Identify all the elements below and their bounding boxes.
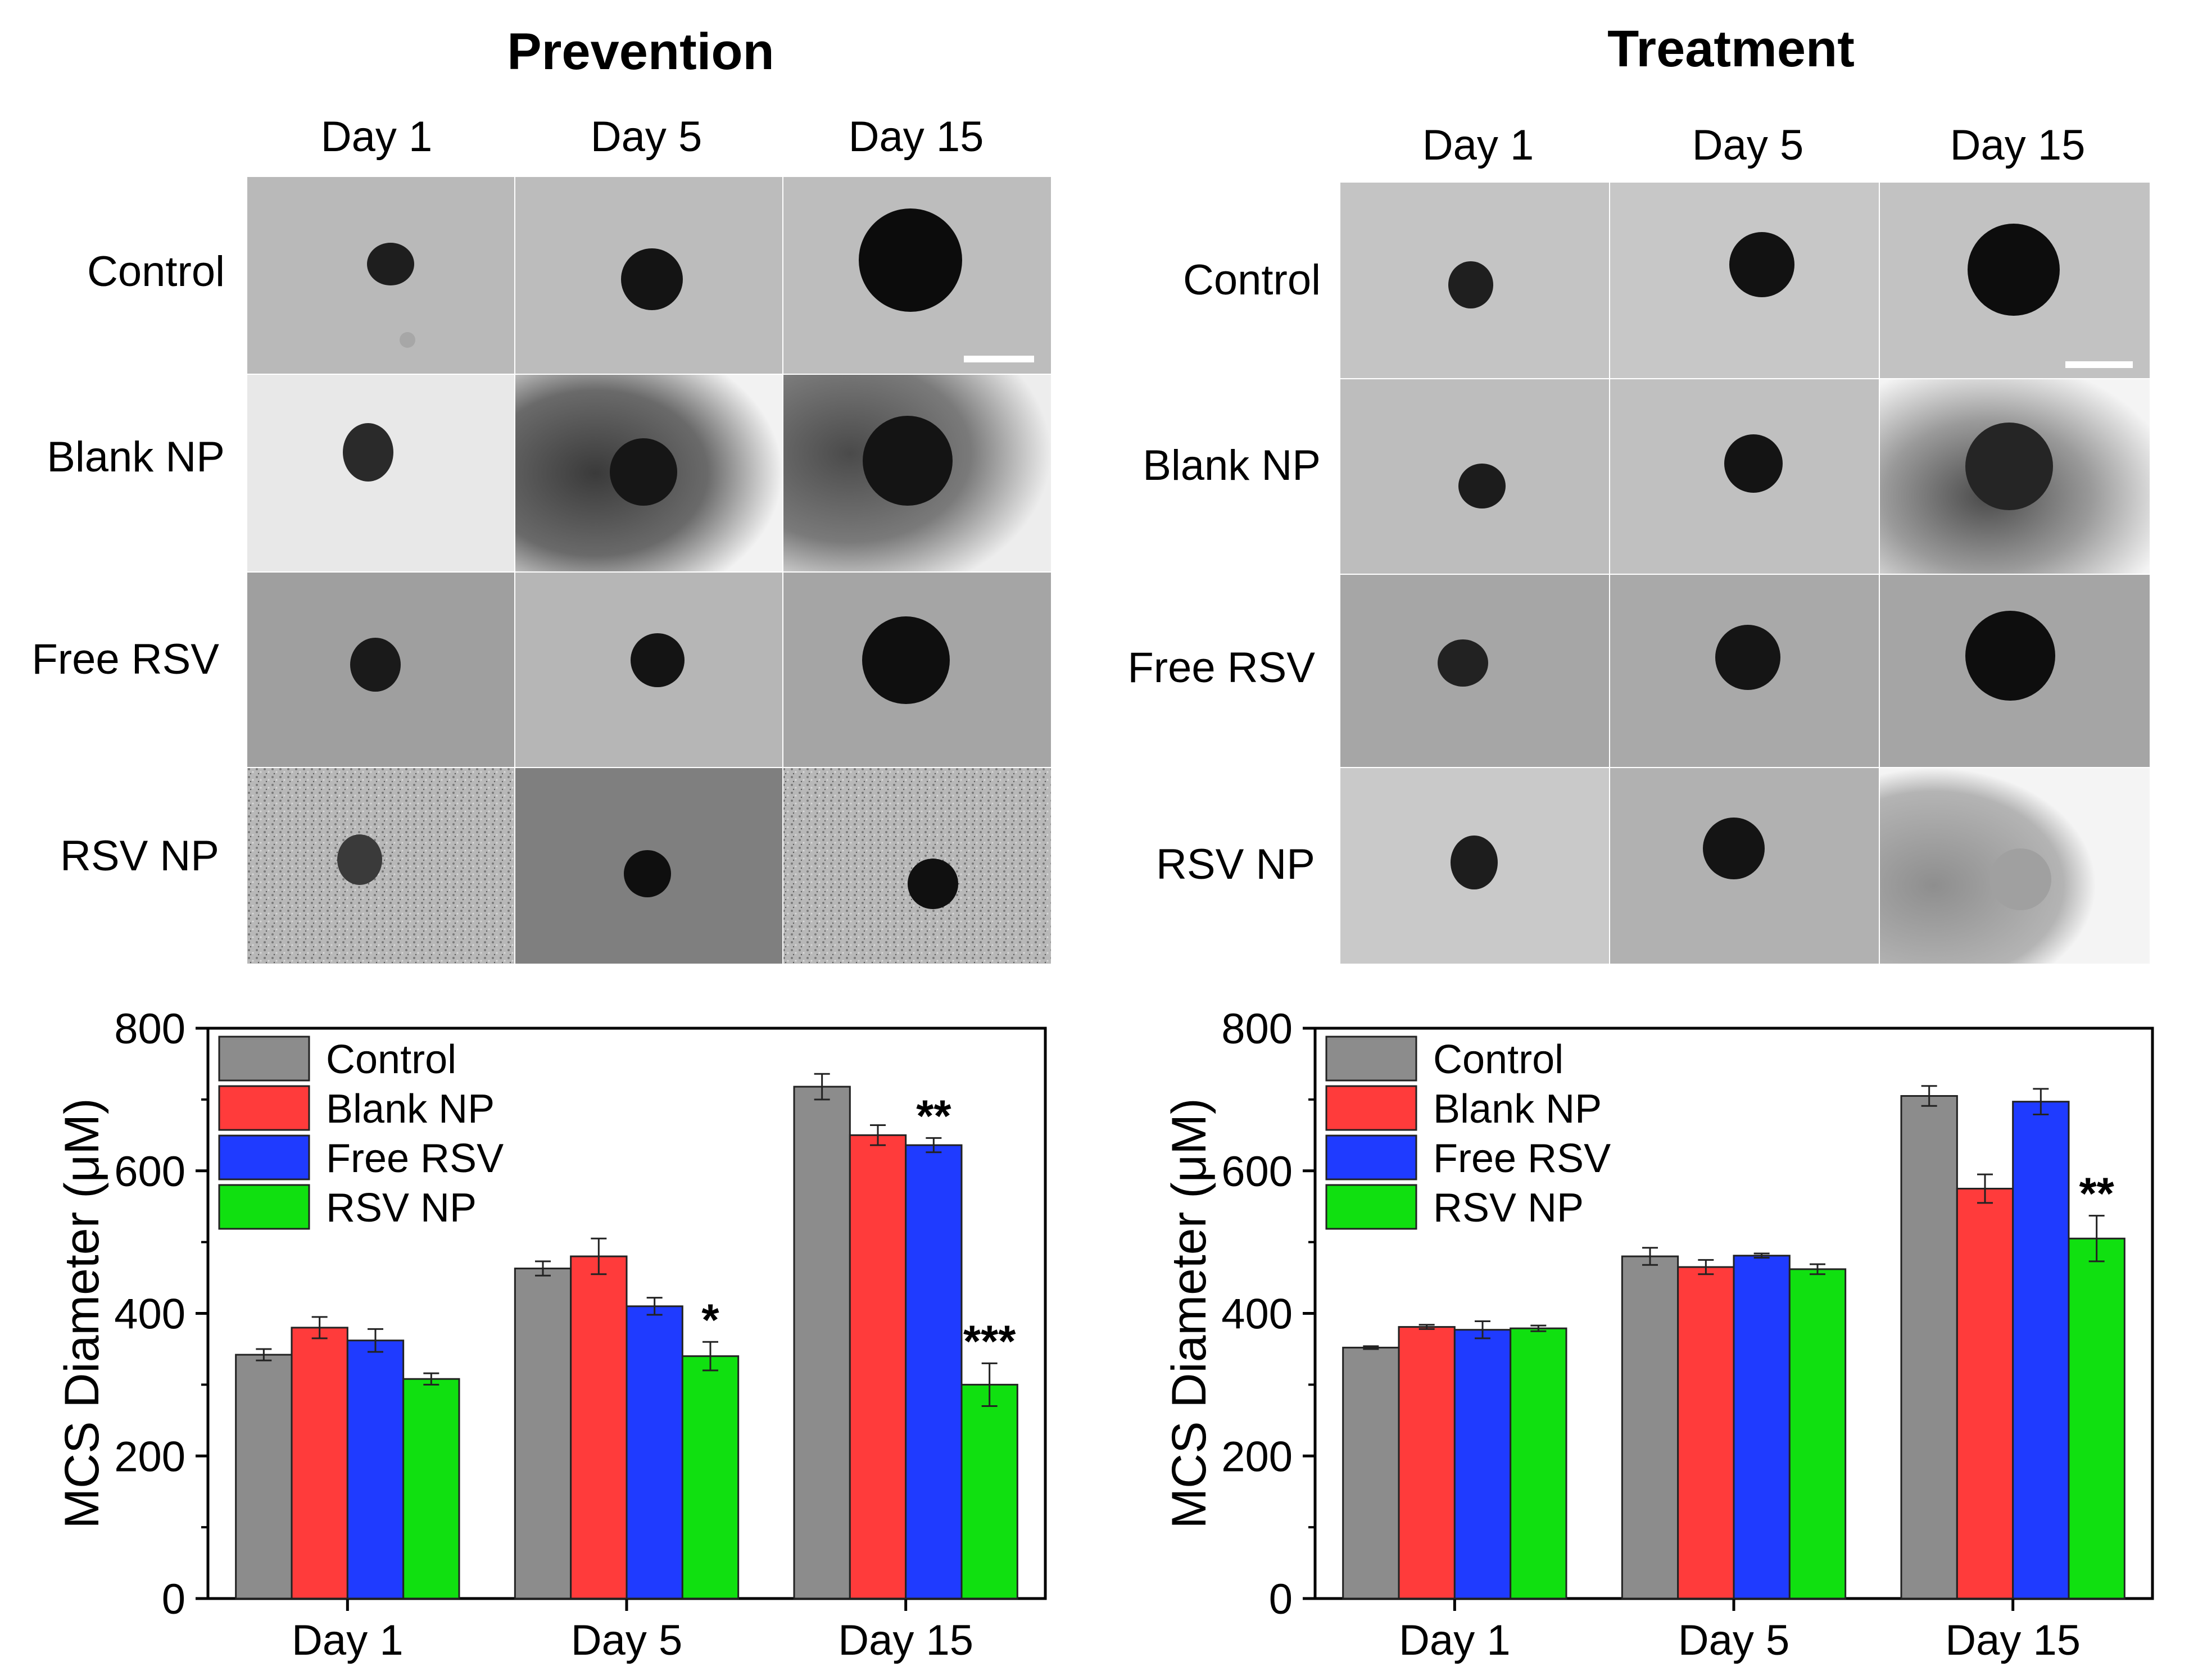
treatment-row-free-rsv: Free RSV [1127, 644, 1315, 692]
chart0-legend-label-0: Control [326, 1037, 456, 1082]
chart1-ytick-label-3: 600 [1221, 1148, 1293, 1196]
chart0-bar-control-2 [793, 1086, 851, 1600]
chart1-bar-free-rsv-0 [1453, 1329, 1512, 1600]
chart0-legend-label-1: Blank NP [326, 1087, 495, 1132]
chart0-legend-swatch-1 [218, 1085, 310, 1131]
chart1-bar-free-rsv-2 [2012, 1101, 2070, 1600]
treatment-title: Treatment [1607, 20, 1855, 78]
chart0-annotation-0: * [701, 1295, 719, 1345]
prevention-title: Prevention [507, 23, 774, 80]
chart0-xtick-label-2: Day 15 [838, 1617, 973, 1664]
chart1-legend-label-2: Free RSV [1433, 1136, 1611, 1181]
treatment-col-day5: Day 5 [1692, 121, 1804, 169]
chart0-xtick-label-0: Day 1 [292, 1617, 404, 1664]
chart0-xtick-label-1: Day 5 [571, 1617, 683, 1664]
chart0-bar-free-rsv-2 [905, 1144, 963, 1600]
chart0-legend-label-3: RSV NP [326, 1186, 477, 1231]
treatment-row-rsv-np: RSV NP [1156, 841, 1315, 888]
chart1-legend-label-1: Blank NP [1433, 1087, 1602, 1132]
prevention-row-rsv-np: RSV NP [60, 832, 219, 880]
chart0-legend-label-2: Free RSV [326, 1136, 504, 1181]
chart1-legend-swatch-0 [1325, 1036, 1417, 1082]
prevention-row-blank-np: Blank NP [47, 433, 225, 481]
chart1-ytick-label-0: 0 [1269, 1575, 1293, 1623]
chart0-bar-blank-np-1 [570, 1255, 628, 1600]
chart0-ytick-label-2: 400 [114, 1291, 185, 1338]
treatment-col-day15: Day 15 [1950, 121, 2086, 169]
chart1-bar-control-0 [1342, 1346, 1400, 1600]
chart0-bar-free-rsv-1 [626, 1305, 683, 1600]
chart1-bar-blank-np-1 [1677, 1266, 1735, 1600]
treat-scale-bar [2065, 361, 2133, 368]
treatment-col-day1: Day 1 [1422, 121, 1534, 169]
treatment-image-grid [1340, 183, 2150, 964]
chart0-ytick-label-1: 200 [114, 1433, 185, 1481]
prevention-row-free-rsv: Free RSV [31, 635, 219, 683]
chart0-legend-swatch-3 [218, 1184, 310, 1230]
chart0-bar-blank-np-0 [291, 1327, 348, 1600]
prevention-row-control: Control [87, 248, 225, 296]
chart0-ytick-label-4: 800 [114, 1005, 185, 1053]
chart1-ytick-label-4: 800 [1221, 1005, 1293, 1053]
chart0-annotation-1: ** [916, 1091, 951, 1141]
treatment-row-control: Control [1183, 256, 1321, 304]
chart1-legend-swatch-2 [1325, 1134, 1417, 1180]
chart1-xtick-label-0: Day 1 [1399, 1617, 1511, 1664]
prevention-col-day5: Day 5 [590, 113, 703, 161]
chart1-bar-control-2 [1900, 1095, 1958, 1600]
chart0-bar-control-0 [235, 1354, 293, 1600]
prevention-col-day15: Day 15 [848, 113, 984, 161]
chart1-xtick-label-2: Day 15 [1945, 1617, 2081, 1664]
chart1-bar-rsv-np-2 [2068, 1237, 2125, 1600]
chart0-bar-rsv-np-1 [681, 1355, 740, 1600]
chart1-annotation-0: ** [2079, 1169, 2115, 1219]
chart1-ytick-label-2: 400 [1221, 1291, 1293, 1338]
chart0-ytick-label-0: 0 [162, 1575, 185, 1623]
chart1-ytick-label-1: 200 [1221, 1433, 1293, 1481]
chart1-legend-label-3: RSV NP [1433, 1186, 1584, 1231]
chart0-bar-blank-np-2 [849, 1134, 907, 1600]
chart1-legend-swatch-3 [1325, 1184, 1417, 1230]
chart0-bar-rsv-np-0 [402, 1378, 460, 1600]
chart1-bar-blank-np-0 [1398, 1326, 1456, 1600]
chart1-bar-rsv-np-1 [1788, 1268, 1847, 1600]
chart0-legend-swatch-0 [218, 1036, 310, 1082]
chart0-annotation-2: *** [963, 1316, 1016, 1366]
chart1-bar-free-rsv-1 [1733, 1255, 1791, 1600]
prevention-image-grid [247, 177, 1051, 964]
chart0-ylabel: MCS Diameter (μM) [55, 1098, 109, 1528]
chart1-ylabel: MCS Diameter (μM) [1162, 1098, 1216, 1528]
chart1-legend-label-0: Control [1433, 1037, 1563, 1082]
chart0-ytick-label-3: 600 [114, 1148, 185, 1196]
chart1-legend-swatch-1 [1325, 1085, 1417, 1131]
chart1-bar-rsv-np-0 [1510, 1327, 1567, 1600]
prevention-micrographs [247, 177, 1051, 964]
chart1-bar-blank-np-2 [1956, 1187, 2014, 1600]
treatment-micrographs [1340, 183, 2150, 964]
chart1-bar-control-1 [1621, 1255, 1679, 1600]
treatment-row-blank-np: Blank NP [1143, 442, 1321, 489]
prev-scale-bar [964, 356, 1034, 362]
chart0-bar-free-rsv-0 [346, 1340, 405, 1600]
chart0-legend-swatch-2 [218, 1134, 310, 1180]
chart1-xtick-label-1: Day 5 [1678, 1617, 1790, 1664]
prevention-col-day1: Day 1 [320, 113, 433, 161]
